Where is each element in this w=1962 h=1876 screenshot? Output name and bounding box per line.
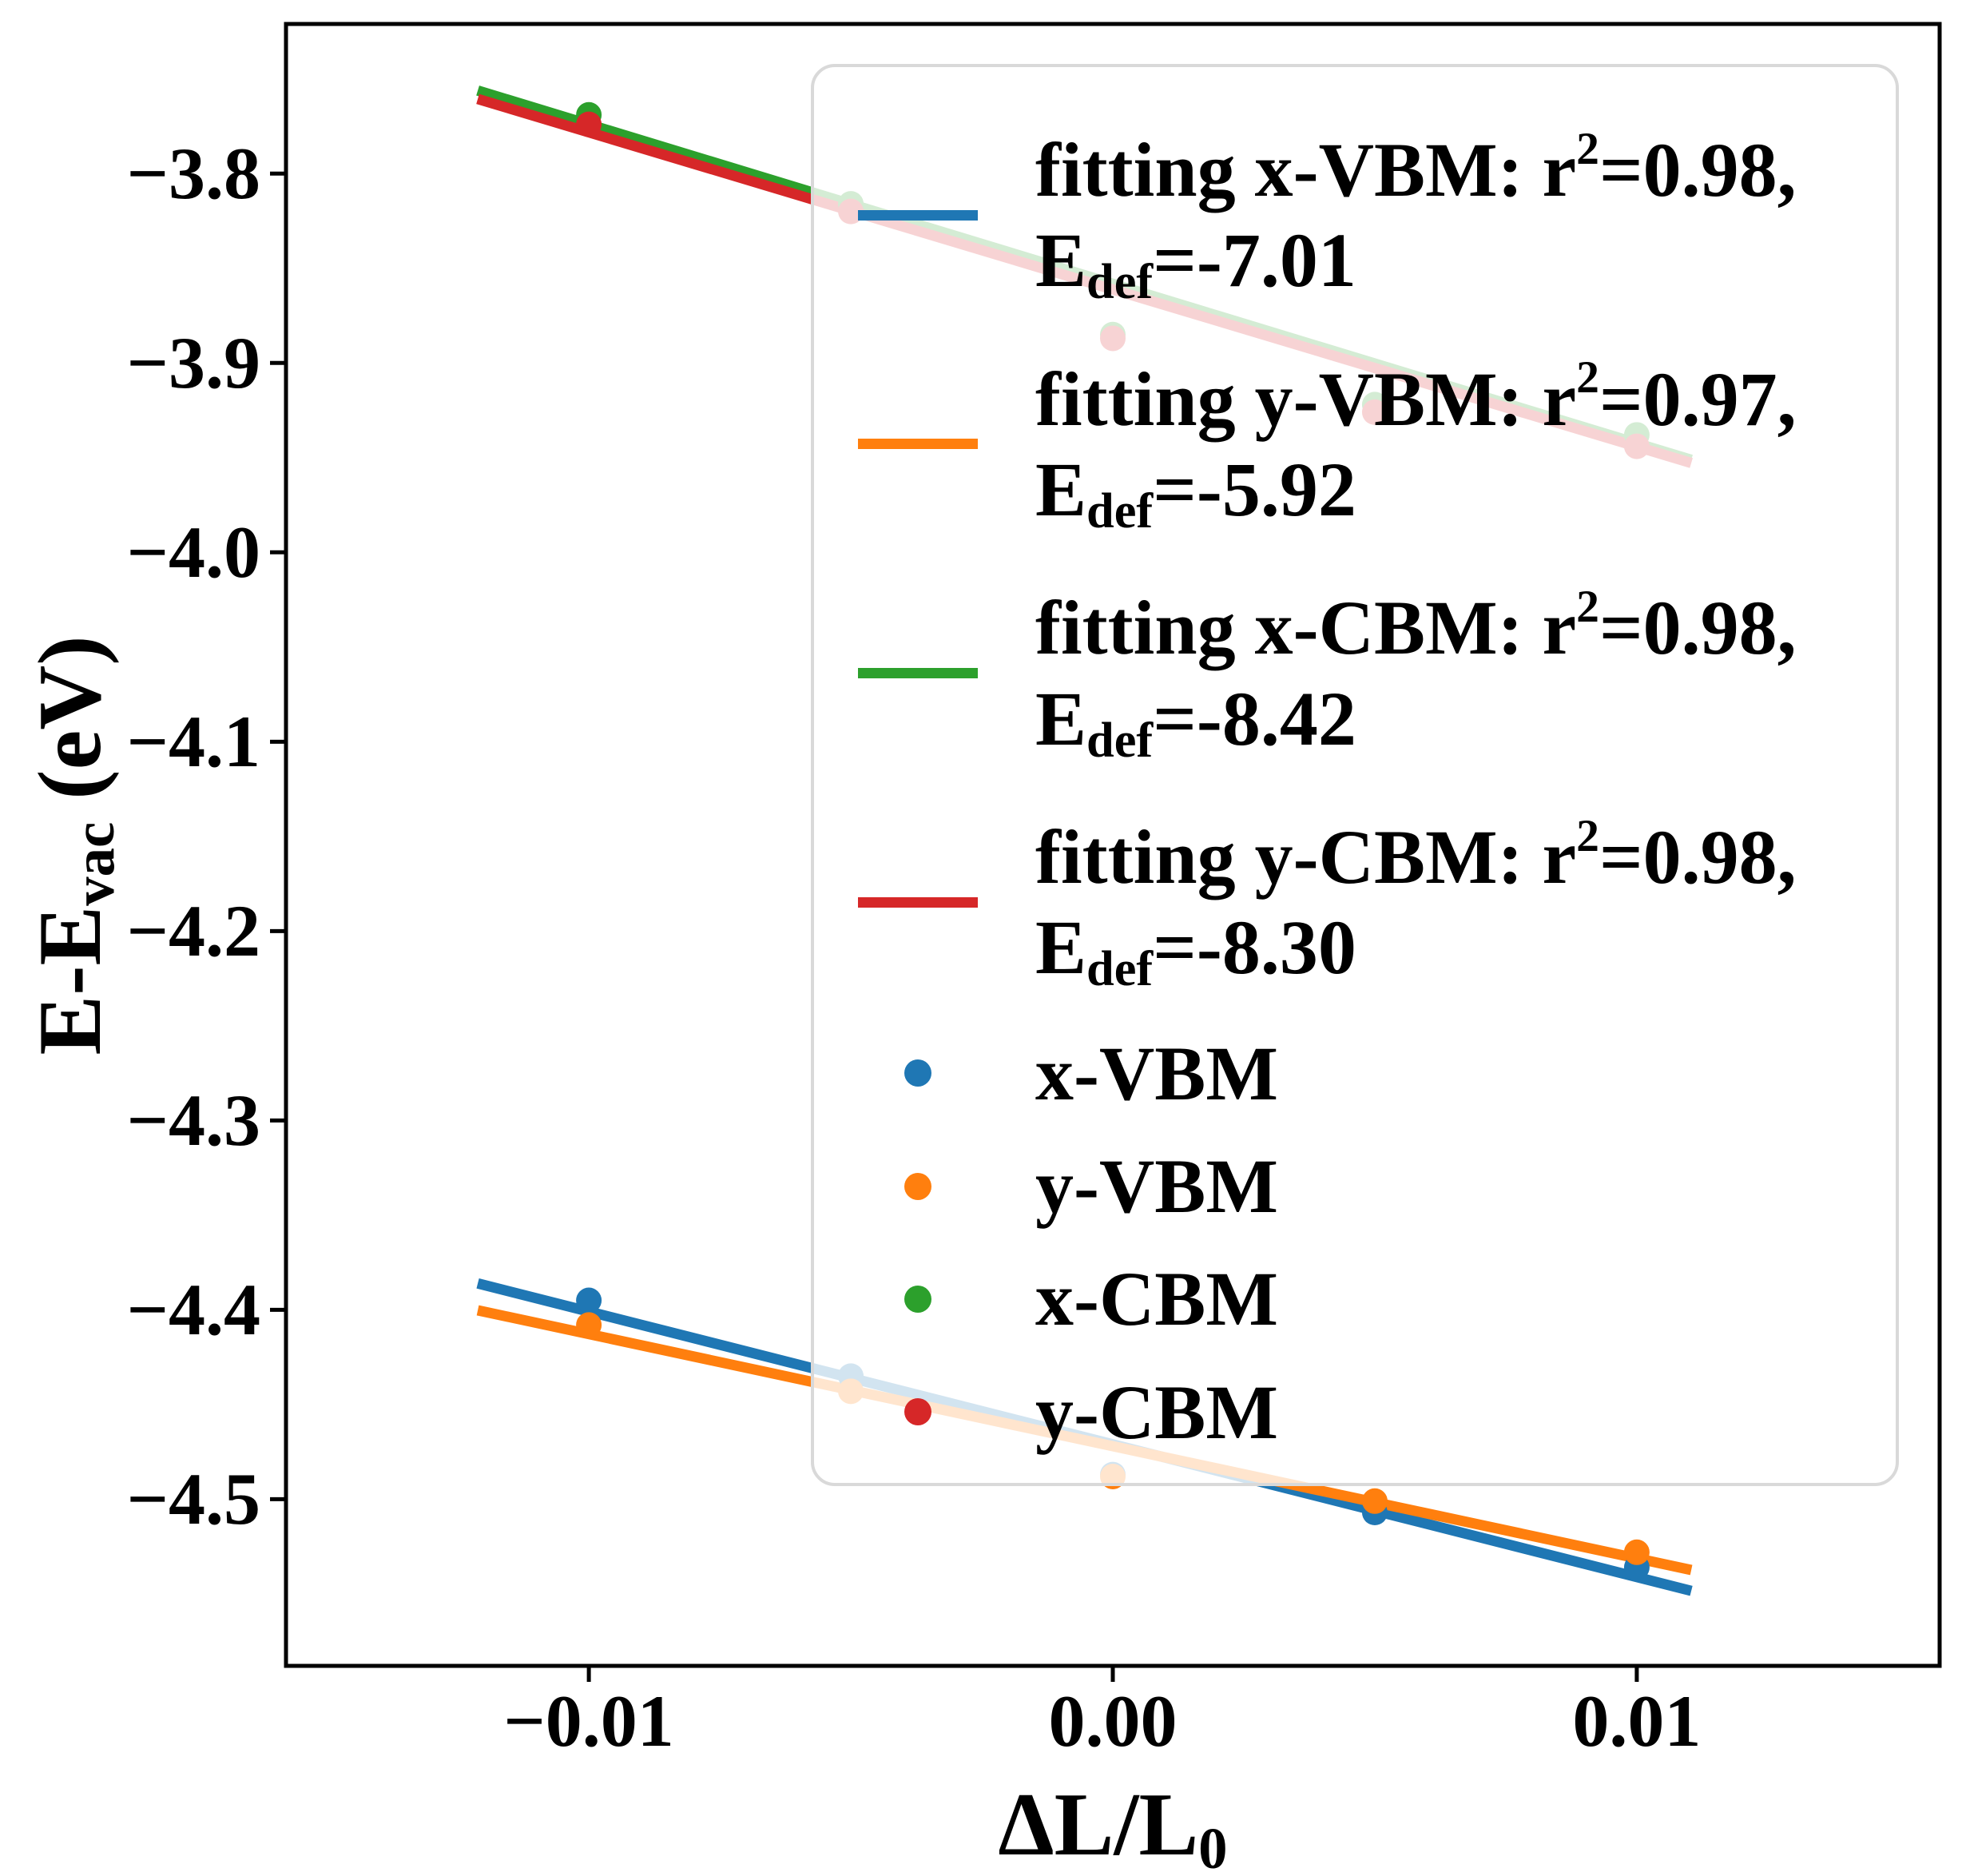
legend-fit-edef-subscript: def [1086,941,1154,997]
legend-line-sample [858,209,978,221]
legend-fit-superscript: 2 [1576,123,1599,174]
legend-fit-label-line2: Edef=-8.30 [1035,902,1797,996]
legend-item-fit-2: fitting x-CBM: r2=0.98, Edef=-8.42 [858,558,1872,788]
legend-fit-label: fitting y-VBM: r2=0.97, Edef=-5.92 [1035,352,1797,539]
legend-fit-label-line1: fitting y-CBM: r2=0.98, [1035,810,1797,902]
y-tick-label-4: −4.2 [126,890,260,972]
legend-line-sample [858,439,978,450]
legend-handle [858,896,978,908]
legend-item-fit-0: fitting x-VBM: r2=0.98, Edef=-7.01 [858,101,1872,330]
legend-fit-label-line1: fitting y-VBM: r2=0.97, [1035,352,1797,444]
legend-fit-label-line2: Edef=-8.42 [1035,674,1797,768]
y-tick-label-0: −3.8 [126,133,260,215]
data-point-y-VBM-0 [576,1312,602,1338]
legend-fit-edef-value: =-5.92 [1153,446,1356,532]
legend-marker-dot [904,1059,931,1087]
legend-marker-dot [904,1398,931,1426]
x-axis-label-subscript: 0 [1198,1816,1228,1876]
legend-fit-label-line1: fitting x-CBM: r2=0.98, [1035,582,1797,673]
legend-fit-label-line2: Edef=-5.92 [1035,444,1797,539]
legend-handle [858,1398,978,1426]
legend-fit-r2-value: =0.98, [1599,814,1797,900]
y-axis-label: E-Evac (eV) [21,636,126,1055]
x-tick-label-1: 0.00 [1048,1680,1178,1762]
legend-fit-edef-base: E [1035,217,1087,304]
legend-fit-edef-base: E [1035,446,1087,532]
legend-fit-superscript: 2 [1576,352,1599,403]
x-axis-label-text: ΔL/L [998,1775,1199,1874]
y-axis-label-subscript: vac [62,821,127,906]
x-axis-label: ΔL/L0 [998,1780,1227,1876]
legend-marker-dot [904,1285,931,1313]
legend-handle [858,1172,978,1200]
y-tick-label-3: −4.1 [126,701,260,783]
legend-fit-r2-value: =0.97, [1599,356,1797,442]
legend-fit-edef-subscript: def [1086,483,1154,539]
x-tick-label-2: 0.01 [1572,1680,1702,1762]
legend-fit-edef-value: =-7.01 [1153,217,1356,304]
y-tick-label-5: −4.3 [126,1079,260,1162]
y-tick-label-6: −4.4 [126,1269,260,1351]
data-point-y-VBM-4 [1623,1539,1650,1565]
legend-item-marker-2: x-CBM [858,1242,1872,1355]
legend-fit-label: fitting x-VBM: r2=0.98, Edef=-7.01 [1035,123,1797,310]
legend-item-fit-3: fitting y-CBM: r2=0.98, Edef=-8.30 [858,788,1872,1017]
legend-fit-text: fitting x-CBM: r [1035,585,1577,671]
legend-handle [858,668,978,679]
legend-box: fitting x-VBM: r2=0.98, Edef=-7.01 fitting… [811,64,1899,1486]
legend-item-marker-1: y-VBM [858,1130,1872,1242]
legend-fit-r2-value: =0.98, [1599,127,1797,213]
legend-fit-label: fitting x-CBM: r2=0.98, Edef=-8.42 [1035,582,1797,768]
legend-marker-dot [904,1172,931,1200]
legend-item-marker-0: x-VBM [858,1017,1872,1130]
y-tick-label-2: −4.0 [126,511,260,594]
legend-marker-label: y-VBM [1035,1143,1278,1229]
legend-fit-label-line1: fitting x-VBM: r2=0.98, [1035,123,1797,215]
legend-marker-label: x-CBM [1035,1256,1278,1342]
legend-fit-edef-subscript: def [1086,254,1154,310]
legend-fit-edef-base: E [1035,904,1087,991]
legend-fit-label: fitting y-CBM: r2=0.98, Edef=-8.30 [1035,810,1797,997]
y-tick-label-1: −3.9 [126,322,260,404]
legend-fit-label-line2: Edef=-7.01 [1035,215,1797,309]
legend-handle [858,209,978,221]
legend-line-sample [858,896,978,908]
legend-fit-edef-value: =-8.30 [1153,904,1356,991]
legend-item-fit-1: fitting y-VBM: r2=0.97, Edef=-5.92 [858,330,1872,559]
legend-handle [858,1285,978,1313]
legend-fit-superscript: 2 [1576,810,1599,861]
legend-marker-label: y-CBM [1035,1369,1278,1455]
legend-handle [858,1059,978,1087]
legend-fit-superscript: 2 [1576,582,1599,633]
legend-fit-text: fitting y-VBM: r [1035,356,1577,442]
legend-item-marker-3: y-CBM [858,1356,1872,1469]
data-point-x-VBM-0 [576,1287,602,1314]
legend-handle [858,439,978,450]
legend-fit-r2-value: =0.98, [1599,585,1797,671]
data-point-y-CBM-0 [576,111,602,137]
legend-fit-text: fitting x-VBM: r [1035,127,1577,213]
y-axis-label-units: (eV) [21,635,120,822]
legend-fit-edef-base: E [1035,675,1087,761]
legend-fit-edef-subscript: def [1086,712,1154,768]
y-axis-label-text: E-E [21,905,120,1055]
legend-fit-edef-value: =-8.42 [1153,675,1356,761]
y-tick-label-7: −4.5 [126,1458,260,1540]
data-point-y-VBM-3 [1361,1488,1388,1514]
x-tick-label-0: −0.01 [503,1680,674,1762]
legend-line-sample [858,668,978,679]
legend-fit-text: fitting y-CBM: r [1035,814,1577,900]
legend-marker-label: x-VBM [1035,1030,1278,1116]
